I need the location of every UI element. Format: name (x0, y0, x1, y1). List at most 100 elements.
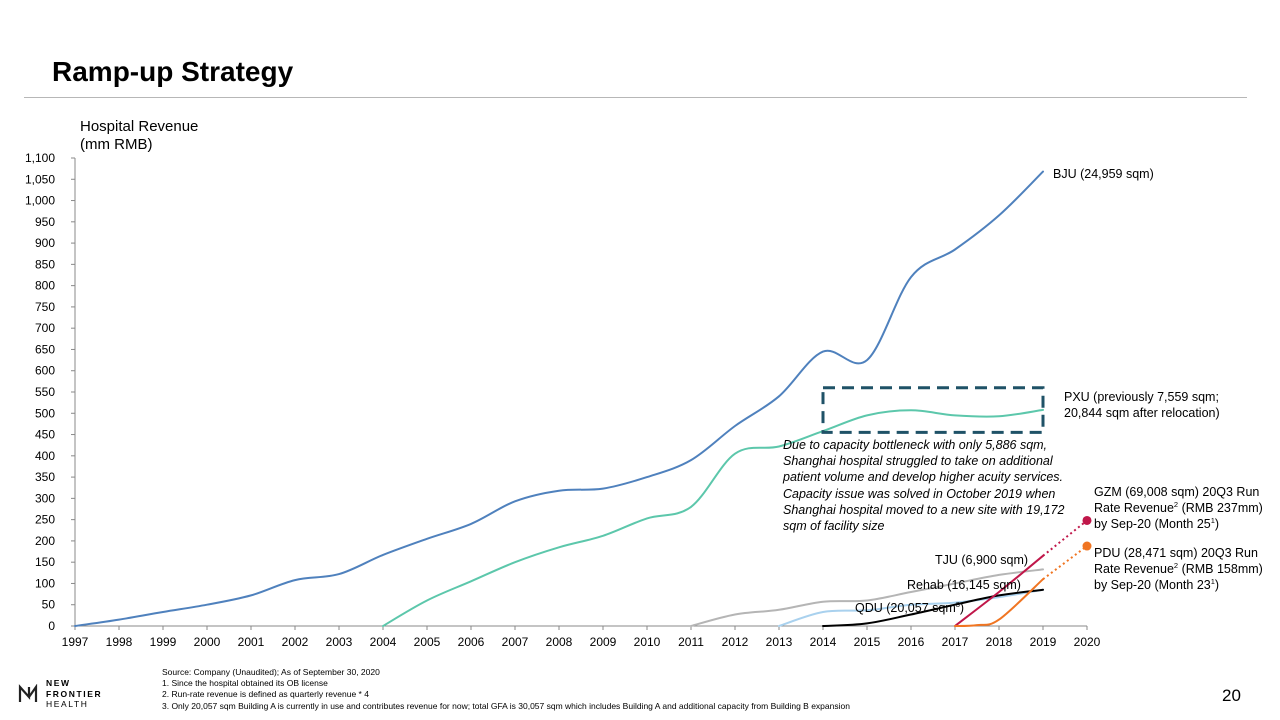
y-axis-title-line2: (mm RMB) (80, 136, 153, 153)
y-tick-label: 1,100 (25, 151, 55, 165)
y-tick-label: 1,050 (25, 172, 55, 186)
title-divider (24, 97, 1247, 98)
tju-label: TJU (6,900 sqm) (935, 553, 1029, 567)
x-tick-label: 2000 (194, 635, 221, 649)
x-tick-label: 1998 (106, 635, 133, 649)
series-line-rehab (778, 588, 1044, 627)
logo-wordmark: NEW FRONTIER HEALTH (46, 678, 102, 710)
y-tick-label: 1,000 (25, 194, 55, 208)
rehab-label: Rehab (16,145 sqm) (907, 578, 1021, 592)
y-tick-label: 700 (35, 321, 55, 335)
page-number: 20 (1222, 686, 1241, 705)
x-tick-label: 2009 (590, 635, 617, 649)
footnote-source: Source: Company (Unaudited); As of Septe… (162, 667, 380, 677)
gzm-label-text: by Sep-20 (Month 25 (1094, 517, 1211, 531)
pdu-label-text: ) (1214, 578, 1220, 592)
gzm-label-line1: GZM (69,008 sqm) 20Q3 Run (1094, 485, 1260, 499)
y-tick-label: 650 (35, 342, 55, 356)
y-tick-label: 0 (48, 619, 55, 633)
y-tick-label: 800 (35, 279, 55, 293)
y-tick-label: 100 (35, 576, 55, 590)
x-tick-label: 2018 (986, 635, 1013, 649)
gzm-label-text: ) (1214, 517, 1220, 531)
y-tick-label: 900 (35, 236, 55, 250)
y-tick-label: 400 (35, 449, 55, 463)
y-tick-label: 200 (35, 534, 55, 548)
y-tick-label: 850 (35, 257, 55, 271)
series-endpoint-gzm (1082, 515, 1092, 525)
pdu-footnote-mark: 2 (1173, 560, 1179, 570)
qdu-label-text: QDU (20,057 sqm (855, 601, 956, 615)
gzm-footnote-mark: 1 (1210, 515, 1215, 525)
gzm-label: GZM (69,008 sqm) 20Q3 Run Rate Revenue2 … (1094, 484, 1263, 532)
x-tick-label: 2008 (546, 635, 573, 649)
capacity-highlight-box (821, 386, 1045, 434)
pdu-label: PDU (28,471 sqm) 20Q3 Run Rate Revenue2 … (1094, 545, 1263, 593)
y-tick-label: 350 (35, 470, 55, 484)
bju-label: BJU (24,959 sqm) (1053, 167, 1154, 181)
y-tick-label: 950 (35, 215, 55, 229)
y-tick-label: 250 (35, 513, 55, 527)
y-tick-label: 500 (35, 406, 55, 420)
footnote-1: 1. Since the hospital obtained its OB li… (162, 678, 328, 689)
gzm-label-text: Rate Revenue (1094, 501, 1174, 515)
logo-line-1: NEW (46, 678, 71, 688)
y-tick-label: 550 (35, 385, 55, 399)
chart-highlight-layer (821, 386, 1045, 434)
series-line-qdu (822, 588, 1044, 627)
y-tick-label: 600 (35, 364, 55, 378)
y-tick-label: 450 (35, 428, 55, 442)
qdu-footnote-mark: 3 (955, 599, 960, 609)
logo-line-3: HEALTH (46, 699, 89, 709)
pxu-label-line2: 20,844 sqm after relocation) (1064, 406, 1220, 420)
footnote-3: 3. Only 20,057 sqm Building A is current… (162, 700, 850, 711)
gzm-footnote-mark: 2 (1173, 499, 1179, 509)
capacity-callout: Due to capacity bottleneck with only 5,8… (783, 438, 1065, 534)
x-tick-label: 1997 (62, 635, 89, 649)
logo-line-2: FRONTIER (46, 688, 103, 699)
pdu-label-text: Rate Revenue (1094, 562, 1174, 576)
page-title: Ramp-up Strategy (52, 56, 294, 87)
pdu-label-line3: by Sep-20 (Month 231) (1094, 577, 1263, 593)
x-tick-label: 2012 (722, 635, 749, 649)
x-tick-label: 2005 (414, 635, 441, 649)
series-projection-pdu (1042, 545, 1088, 580)
footnote-2: 2. Run-rate revenue is defined as quarte… (162, 689, 369, 700)
x-tick-label: 2010 (634, 635, 661, 649)
x-tick-label: 2007 (502, 635, 529, 649)
series-line-bju (74, 170, 1044, 627)
x-tick-label: 2004 (370, 635, 397, 649)
x-tick-label: 2015 (854, 635, 881, 649)
series-line-gzm (954, 554, 1044, 627)
y-axis-title: Hospital Revenue (mm RMB) (80, 118, 198, 154)
qdu-label: QDU (20,057 sqm3) (855, 600, 964, 616)
x-tick-label: 2019 (1030, 635, 1057, 649)
x-tick-label: 2002 (282, 635, 309, 649)
x-tick-label: 2016 (898, 635, 925, 649)
x-tick-label: 1999 (150, 635, 177, 649)
qdu-label-text: ) (959, 601, 965, 615)
y-axis-title-line1: Hospital Revenue (80, 118, 199, 135)
pxu-label-line1: PXU (previously 7,559 sqm; (1064, 390, 1219, 404)
new-frontier-logo-icon (18, 683, 38, 702)
series-line-pdu (954, 578, 1044, 627)
chart-series-layer (74, 170, 1092, 627)
y-tick-label: 150 (35, 555, 55, 569)
series-line-pxu (382, 408, 1044, 627)
x-tick-label: 2020 (1074, 635, 1101, 649)
pdu-footnote-mark: 1 (1210, 576, 1215, 586)
series-line-tju (690, 568, 1044, 627)
gzm-label-text: (RMB 237mm) (1178, 501, 1263, 515)
x-tick-label: 2014 (810, 635, 837, 649)
x-tick-label: 2006 (458, 635, 485, 649)
footnotes: Source: Company (Unaudited); As of Septe… (162, 667, 850, 712)
pxu-label: PXU (previously 7,559 sqm; 20,844 sqm af… (1064, 389, 1220, 421)
x-tick-label: 2011 (678, 635, 704, 649)
y-tick-label: 50 (42, 598, 56, 612)
pdu-label-text: (RMB 158mm) (1178, 562, 1263, 576)
pdu-label-text: by Sep-20 (Month 23 (1094, 578, 1211, 592)
pdu-label-line1: PDU (28,471 sqm) 20Q3 Run (1094, 546, 1258, 560)
company-logo: NEW FRONTIER HEALTH (18, 678, 102, 710)
x-tick-label: 2003 (326, 635, 353, 649)
